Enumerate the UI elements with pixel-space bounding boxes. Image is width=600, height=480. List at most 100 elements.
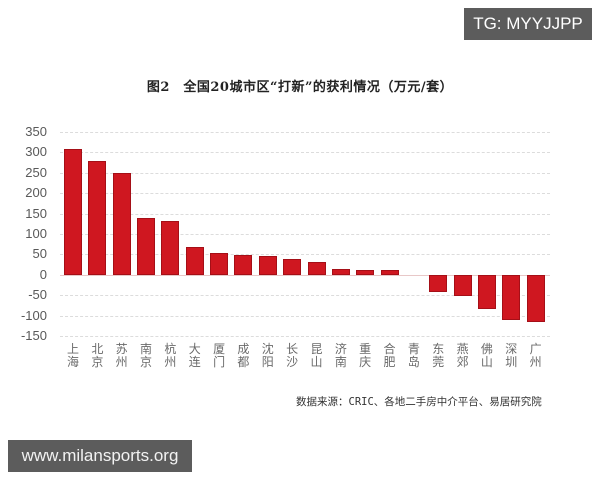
gridline <box>60 193 550 194</box>
x-label-char: 昆 <box>310 342 323 356</box>
x-axis-category-label: 北京 <box>87 343 107 369</box>
x-axis-category-label: 成都 <box>233 343 253 369</box>
x-label-char: 州 <box>115 355 128 369</box>
gridline <box>60 316 550 317</box>
x-axis-category-label: 厦门 <box>209 343 229 369</box>
y-axis-tick-label: 150 <box>25 205 47 221</box>
bar-大连 <box>185 246 204 275</box>
x-axis-category-label: 大连 <box>185 343 205 369</box>
x-label-char: 沈 <box>261 342 274 356</box>
x-label-char: 阳 <box>261 355 274 369</box>
bar-长沙 <box>283 259 302 275</box>
x-label-char: 北 <box>91 342 104 356</box>
bar-佛山 <box>477 274 496 310</box>
x-label-char: 京 <box>140 355 153 369</box>
x-label-char: 沙 <box>286 355 299 369</box>
gridline <box>60 214 550 215</box>
zero-baseline <box>60 275 550 276</box>
x-label-char: 南 <box>140 342 153 356</box>
bar-上海 <box>64 149 82 275</box>
x-axis-category-label: 苏州 <box>112 343 132 369</box>
gridline <box>60 132 550 133</box>
x-label-char: 南 <box>334 355 347 369</box>
x-axis-category-label: 深圳 <box>501 343 521 369</box>
x-label-char: 州 <box>164 355 177 369</box>
gridline <box>60 254 550 255</box>
x-axis-category-label: 杭州 <box>160 343 180 369</box>
y-axis-tick-label: 50 <box>32 246 47 262</box>
x-label-char: 圳 <box>505 355 518 369</box>
x-axis-category-label: 长沙 <box>282 343 302 369</box>
x-axis-category-label: 合肥 <box>380 343 400 369</box>
x-label-char: 长 <box>286 342 299 356</box>
x-label-char: 济 <box>334 342 347 356</box>
y-axis-tick-label: 200 <box>25 185 47 201</box>
gridline <box>60 234 550 235</box>
gridline <box>60 152 550 153</box>
data-source-note: 数据来源：CRIC、各地二手房中介平台、易居研究院 <box>296 396 542 408</box>
bar-厦门 <box>210 252 229 275</box>
x-label-char: 岛 <box>407 355 420 369</box>
bar-成都 <box>234 254 253 275</box>
x-label-char: 成 <box>237 342 250 356</box>
x-axis-category-label: 沈阳 <box>258 343 278 369</box>
x-label-char: 广 <box>529 342 542 356</box>
bar-东莞 <box>429 274 448 293</box>
bar-南京 <box>137 218 156 275</box>
y-axis-tick-label: 350 <box>25 124 47 139</box>
x-label-char: 山 <box>480 355 493 369</box>
bar-苏州 <box>112 173 131 275</box>
x-label-char: 大 <box>188 342 201 356</box>
x-axis-category-label: 重庆 <box>355 343 375 369</box>
x-axis-category-label: 广州 <box>526 343 546 369</box>
x-label-char: 重 <box>359 342 372 356</box>
x-axis-category-label: 上海 <box>63 343 83 369</box>
x-label-char: 海 <box>66 355 79 369</box>
chart-title: 图2 全国20城市区“打新”的获利情况（万元/套） <box>146 80 454 95</box>
x-label-char: 燕 <box>456 342 469 356</box>
y-axis-tick-label: 0 <box>39 266 47 282</box>
y-axis-tick-label: 300 <box>25 144 47 160</box>
x-label-char: 上 <box>66 342 79 356</box>
x-label-char: 州 <box>529 355 542 369</box>
x-axis-category-label: 青岛 <box>404 343 424 369</box>
bar-燕郊 <box>453 274 472 296</box>
watermark-badge-bottom: www.milansports.org <box>8 440 192 472</box>
x-label-char: 佛 <box>480 342 493 356</box>
watermark-badge-top: TG: MYYJJPP <box>464 8 592 40</box>
x-label-char: 苏 <box>115 342 128 356</box>
x-label-char: 京 <box>91 355 104 369</box>
x-axis-category-label: 燕郊 <box>453 343 473 369</box>
y-axis-tick-label: -50 <box>28 287 47 303</box>
y-axis-tick-label: -100 <box>20 307 47 323</box>
x-axis-category-label: 佛山 <box>477 343 497 369</box>
bar-杭州 <box>161 221 180 275</box>
bar-重庆 <box>356 269 375 275</box>
bar-昆山 <box>307 262 326 275</box>
x-axis-category-label: 东莞 <box>428 343 448 369</box>
x-label-char: 山 <box>310 355 323 369</box>
y-axis-tick-label: -150 <box>20 328 47 343</box>
x-label-char: 连 <box>188 355 201 369</box>
bar-沈阳 <box>258 255 277 275</box>
x-label-char: 庆 <box>359 355 372 369</box>
bar-北京 <box>88 160 107 275</box>
x-label-char: 杭 <box>164 342 177 356</box>
x-axis-category-label: 济南 <box>331 343 351 369</box>
bar-济南 <box>331 269 350 275</box>
gridline <box>60 173 550 174</box>
x-label-char: 厦 <box>213 342 226 356</box>
bar-合肥 <box>380 269 399 275</box>
x-label-char: 东 <box>432 342 445 356</box>
y-axis-tick-label: 100 <box>25 226 47 241</box>
gridline <box>60 336 550 337</box>
x-label-char: 青 <box>407 342 420 356</box>
x-label-char: 莞 <box>432 355 445 369</box>
gridline <box>60 295 550 296</box>
x-axis-category-label: 南京 <box>136 343 156 369</box>
x-label-char: 合 <box>383 342 396 356</box>
x-label-char: 深 <box>505 342 518 356</box>
bar-深圳 <box>502 274 521 321</box>
bar-广州 <box>526 274 545 322</box>
